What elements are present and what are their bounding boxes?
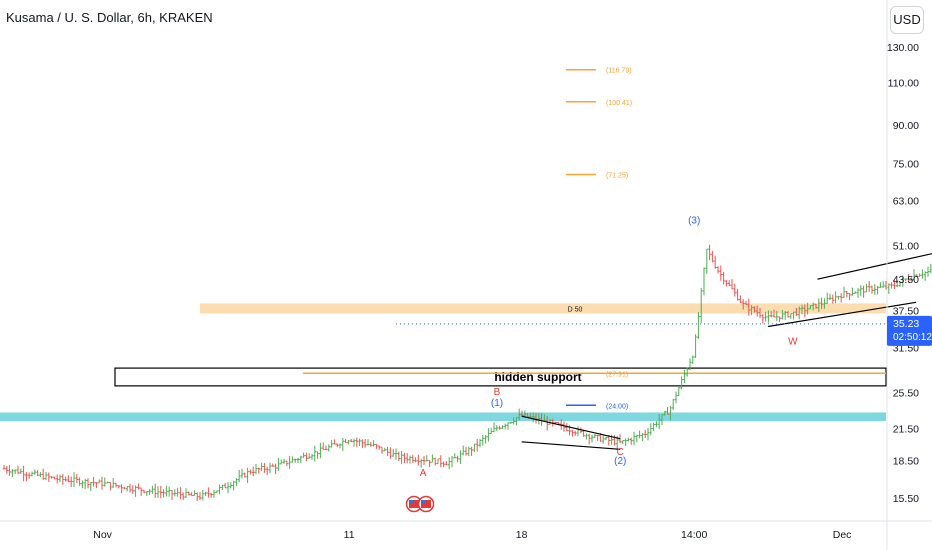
wave-label: W — [788, 336, 798, 347]
price-tick: 90.00 — [893, 120, 919, 132]
wave-label: (2) — [614, 456, 626, 467]
price-tick: 110.00 — [888, 77, 919, 89]
levels-layer: (116.79) (100.41) (71.25) (27.91) (24.00) — [303, 68, 886, 410]
price-tick: 130.00 — [887, 42, 919, 54]
price-tick: 63.00 — [893, 196, 919, 208]
time-tick: Nov — [93, 529, 112, 541]
pattern-line — [768, 301, 917, 328]
last-price-badge: 35.23 02:50:12 — [396, 315, 932, 346]
time-tick: Dec — [833, 529, 852, 541]
pattern-line — [521, 441, 621, 450]
level-label: (116.79) — [606, 68, 632, 75]
level-label: (24.00) — [606, 403, 628, 410]
candles-layer — [2, 244, 932, 502]
level-label: (71.25) — [606, 173, 628, 180]
zone-label: D 50 — [568, 306, 583, 313]
zone-label: hidden support — [494, 370, 581, 384]
price-axis[interactable]: 130.00 110.00 90.00 75.00 63.00 51.00 43.50 37.… — [886, 0, 919, 550]
level-label: (100.41) — [606, 100, 632, 107]
flag-canton — [421, 500, 426, 504]
chart-title: Kusama / U. S. Dollar, 6h, KRAKEN — [6, 10, 213, 25]
price-tick: 37.50 — [893, 306, 919, 318]
wave-labels-layer: (1)(2)(3)(4)(5)ABCWXY — [420, 216, 798, 479]
wave-label: A — [420, 468, 427, 479]
pattern-line — [817, 253, 932, 280]
flag-canton — [409, 500, 414, 504]
resistance-zone — [200, 303, 886, 314]
time-tick: 11 — [344, 529, 355, 541]
wave-label: (3) — [688, 216, 700, 227]
support-band — [0, 412, 886, 422]
price-tick: 43.50 — [893, 274, 919, 286]
wave-label: B — [494, 387, 501, 398]
zones-layer: D 50 hidden support — [0, 303, 887, 422]
patterns-layer — [521, 253, 932, 450]
price-tick: 51.00 — [893, 240, 919, 252]
wave-label: C — [617, 447, 624, 458]
last-price-countdown: 02:50:12 — [893, 332, 932, 343]
time-tick: 14:00 — [681, 529, 707, 541]
time-tick: 18 — [516, 529, 528, 541]
level-label: (27.91) — [606, 371, 628, 378]
last-price-value: 35.23 — [893, 318, 919, 330]
flag-logo-icon — [405, 495, 435, 513]
wave-label: (1) — [491, 398, 503, 409]
price-tick: 18.50 — [893, 455, 919, 467]
last-price-bg — [887, 315, 932, 346]
price-tick: 21.50 — [893, 424, 919, 436]
price-tick: 75.00 — [893, 159, 919, 171]
price-tick: 15.50 — [893, 493, 919, 505]
pattern-line — [521, 415, 621, 440]
price-tick: 25.50 — [893, 387, 919, 399]
currency-button[interactable]: USD — [890, 6, 924, 34]
